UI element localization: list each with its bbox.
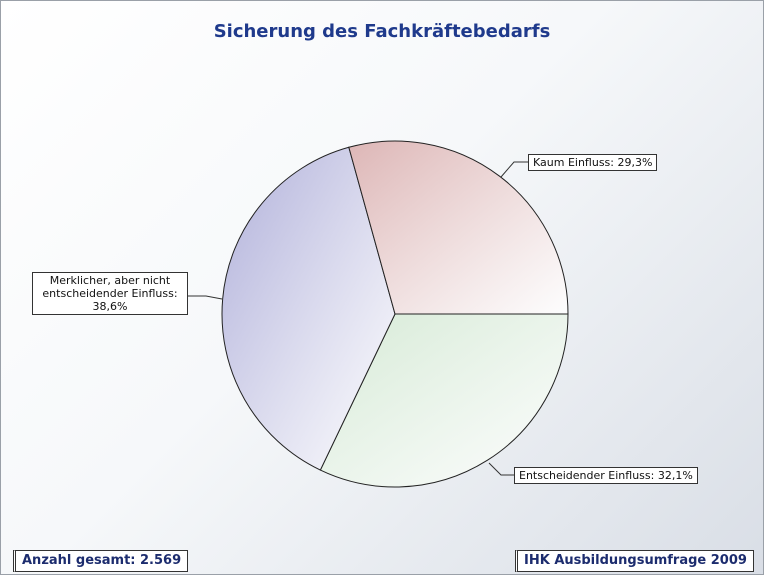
source: IHK Ausbildungsumfrage 2009 xyxy=(515,550,754,572)
pie-slice xyxy=(221,146,396,471)
leader-line xyxy=(188,295,223,300)
leader-line xyxy=(488,462,514,476)
total-count: Anzahl gesamt: 2.569 xyxy=(13,550,189,572)
data-label: Entscheidender Einfluss: 32,1% xyxy=(514,467,698,484)
leader-line xyxy=(500,161,528,178)
data-label: Merklicher, aber nicht entscheidender Ei… xyxy=(32,272,188,315)
pie-slice xyxy=(319,313,569,488)
data-label: Kaum Einfluss: 29,3% xyxy=(528,154,658,171)
chart-title: Sicherung des Fachkräftebedarfs xyxy=(213,21,551,42)
pie-slice xyxy=(348,140,569,315)
